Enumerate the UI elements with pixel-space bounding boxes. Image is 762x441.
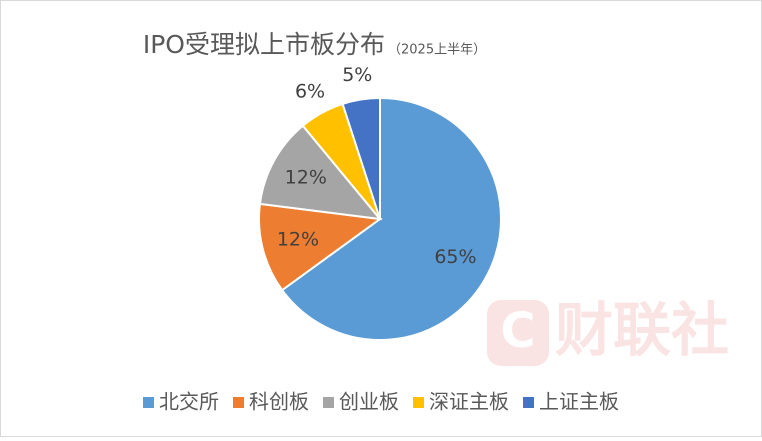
legend-swatch bbox=[143, 397, 154, 408]
legend-swatch bbox=[323, 397, 334, 408]
watermark-logo bbox=[487, 300, 549, 366]
pie-slice bbox=[341, 96, 381, 220]
legend-swatch bbox=[233, 397, 244, 408]
data-label: 12% bbox=[285, 167, 327, 189]
watermark: C 财联社 bbox=[487, 296, 729, 366]
watermark-text: 财联社 bbox=[555, 296, 729, 364]
pie-slice bbox=[258, 202, 383, 292]
legend: 北交所 科创板 创业板 深证主板 上证主板 bbox=[143, 390, 619, 414]
legend-label: 北交所 bbox=[159, 390, 219, 414]
data-label: 6% bbox=[295, 80, 325, 102]
pie-slice bbox=[258, 124, 383, 221]
data-label: 65% bbox=[434, 246, 476, 268]
legend-swatch bbox=[523, 397, 534, 408]
chart-title: IPO受理拟上市板分布 bbox=[143, 30, 385, 59]
data-label: 12% bbox=[277, 229, 319, 251]
data-label: 5% bbox=[342, 64, 372, 86]
chart-subtitle: （2025上半年） bbox=[388, 43, 486, 58]
legend-label: 深证主板 bbox=[429, 390, 509, 414]
legend-label: 创业板 bbox=[339, 390, 399, 414]
watermark-logo-letter: C bbox=[500, 303, 535, 359]
legend-label: 上证主板 bbox=[539, 390, 619, 414]
pie-slice bbox=[280, 96, 502, 341]
legend-swatch bbox=[413, 397, 424, 408]
legend-label: 科创板 bbox=[249, 390, 309, 414]
